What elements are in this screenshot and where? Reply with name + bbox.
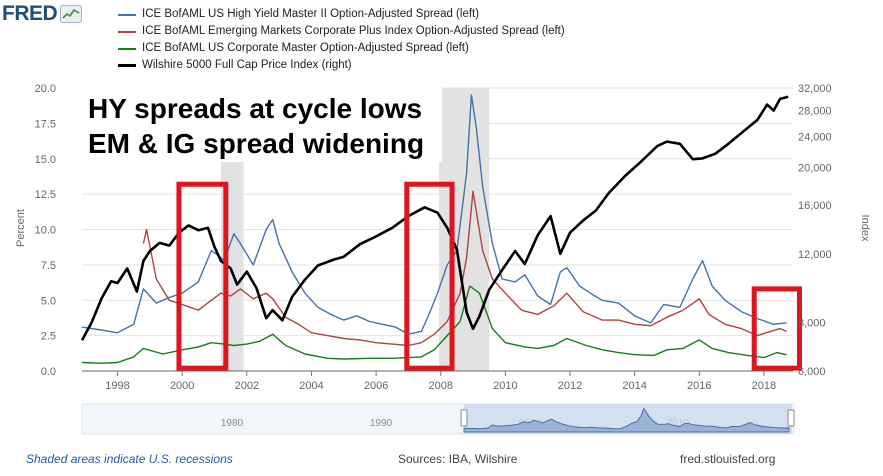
x-tick-label: 2016 <box>687 380 711 392</box>
series-line-3 <box>81 285 787 364</box>
left-tick-label: 20.0 <box>35 83 56 95</box>
legend-item[interactable]: Wilshire 5000 Full Cap Price Index (righ… <box>118 57 565 74</box>
x-tick-label: 2008 <box>428 380 452 392</box>
left-tick-label: 7.5 <box>41 260 56 272</box>
x-tick-label: 2012 <box>558 380 582 392</box>
legend-label: ICE BofAML US High Yield Master II Optio… <box>142 8 480 20</box>
legend-swatch <box>118 30 136 33</box>
x-tick-label: 2018 <box>752 380 776 392</box>
left-tick-label: 0.0 <box>41 366 56 378</box>
sources-note: Sources: IBA, Wilshire <box>398 452 518 466</box>
left-tick-label: 10.0 <box>35 225 56 237</box>
annotation-line-1: HY spreads at cycle lows <box>88 93 422 124</box>
fred-logo[interactable]: FRED <box>2 2 83 26</box>
time-navigator[interactable]: 1980199020002010 <box>81 403 795 435</box>
navigator-year-label: 1990 <box>370 418 393 429</box>
left-tick-label: 12.5 <box>35 189 56 201</box>
x-tick-label: 2010 <box>493 380 517 392</box>
left-axis-title: Percent <box>15 209 27 247</box>
brand-name: FRED <box>2 2 58 25</box>
annotation-line-2: EM & IG spread widening <box>88 128 424 159</box>
navigator-mini-series <box>463 407 790 433</box>
legend-item[interactable]: ICE BofAML US Corporate Master Option-Ad… <box>118 40 565 57</box>
navigator-right-handle[interactable] <box>787 409 795 427</box>
right-tick-label: 32,000 <box>798 83 832 95</box>
right-tick-label: 12,000 <box>798 249 832 261</box>
fred-graph-icon <box>60 5 83 23</box>
left-tick-label: 2.5 <box>41 331 56 343</box>
legend-swatch <box>118 64 136 67</box>
axes: 0.0 2.5 5.0 7.5 10.0 12.5 15.0 17.5 20.0 6,000 8,0… <box>35 83 832 392</box>
left-tick-label: 15.0 <box>35 154 56 166</box>
highlight-box <box>176 181 229 371</box>
x-tick-label: 2002 <box>235 380 259 392</box>
highlight-box <box>404 181 455 371</box>
highlight-boxes <box>176 181 802 371</box>
right-tick-label: 28,000 <box>798 106 832 118</box>
legend-item[interactable]: ICE BofAML Emerging Markets Corporate Pl… <box>118 23 565 40</box>
right-tick-label: 8,000 <box>798 317 826 329</box>
fred-site-link[interactable]: fred.stlouisfed.org <box>680 452 776 466</box>
navigator-year-label: 1980 <box>221 418 244 429</box>
x-tick-label: 1998 <box>105 380 129 392</box>
chart-legend: ICE BofAML US High Yield Master II Optio… <box>118 6 565 74</box>
legend-label: ICE BofAML US Corporate Master Option-Ad… <box>142 42 469 54</box>
x-tick-label: 2004 <box>299 380 323 392</box>
left-tick-label: 17.5 <box>35 118 56 130</box>
recession-note: Shaded areas indicate U.S. recessions <box>26 452 233 466</box>
legend-swatch <box>118 13 136 16</box>
legend-label: ICE BofAML Emerging Markets Corporate Pl… <box>142 25 565 37</box>
legend-label: Wilshire 5000 Full Cap Price Index (righ… <box>142 59 352 71</box>
legend-swatch <box>118 47 136 50</box>
x-tick-label: 2014 <box>622 380 646 392</box>
right-axis-title: Index <box>859 215 871 242</box>
highlight-box <box>751 286 802 371</box>
x-tick-label: 2000 <box>170 380 194 392</box>
right-tick-label: 24,000 <box>798 132 832 144</box>
right-tick-label: 16,000 <box>798 200 832 212</box>
right-tick-label: 6,000 <box>798 366 826 378</box>
right-tick-label: 20,000 <box>798 162 832 174</box>
annotation-background <box>82 86 442 162</box>
x-tick-label: 2006 <box>364 380 388 392</box>
navigator-left-handle[interactable] <box>460 409 468 427</box>
legend-item[interactable]: ICE BofAML US High Yield Master II Optio… <box>118 6 565 23</box>
left-tick-label: 5.0 <box>41 295 56 307</box>
